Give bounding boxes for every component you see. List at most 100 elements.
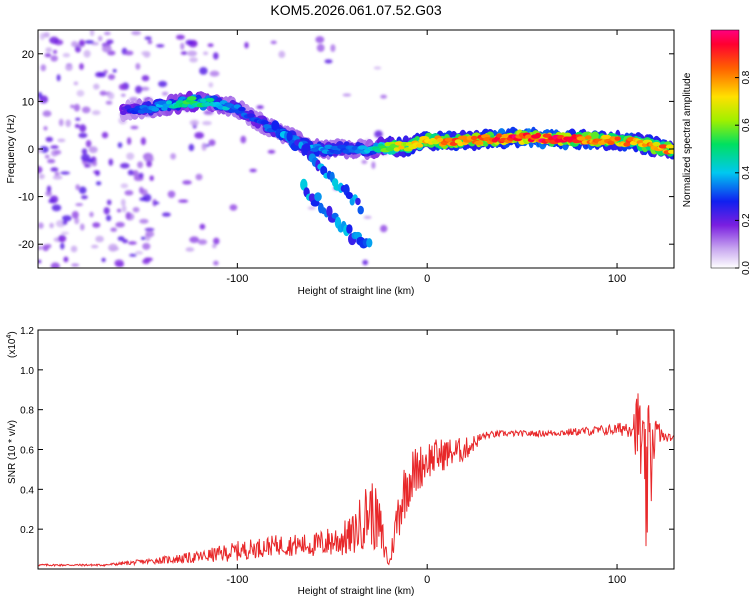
noise-blob (52, 49, 58, 54)
snr-y-multiplier-open: (x10 (7, 338, 18, 358)
ridge-cell (124, 105, 132, 110)
spectrogram-y-label: Frequency (Hz) (6, 115, 17, 184)
noise-blob (49, 36, 59, 44)
noise-blob (126, 152, 135, 160)
branch-cell (346, 224, 353, 234)
noise-blob (62, 53, 71, 58)
noise-blob (105, 100, 113, 105)
noise-blob (142, 258, 151, 265)
noise-blob (112, 69, 117, 73)
noise-blob (213, 260, 219, 266)
ridge-cell (166, 100, 172, 105)
noise-blob (74, 217, 80, 225)
snr-panel: -100 0 100 0.2 0.4 0.6 0.8 1.0 1.2 (x104) Heigh… (6, 326, 675, 597)
ridge-cell (238, 106, 246, 112)
snr-y-multiplier: (x104) (6, 331, 18, 358)
noise-blob (38, 246, 42, 250)
noise-blob (156, 44, 165, 48)
noise-blob (129, 253, 137, 257)
noise-blob (43, 126, 48, 131)
noise-blob (207, 43, 214, 47)
ridge-cell (436, 137, 444, 143)
noise-blob (208, 82, 214, 88)
noise-blob (244, 42, 249, 49)
noise-blob (73, 103, 81, 112)
noise-blob (75, 203, 83, 207)
branch-cell (366, 238, 373, 248)
noise-blob (135, 63, 141, 70)
noise-blob (107, 92, 115, 100)
noise-blob (38, 222, 44, 229)
noise-blob (91, 244, 99, 249)
noise-blob (103, 31, 111, 36)
snr-x-ticks: -100 0 100 (226, 330, 626, 586)
noise-blob (79, 124, 87, 133)
ridge-cell (205, 97, 215, 103)
spectrogram-marks (38, 30, 674, 268)
ridge-cell (416, 143, 424, 148)
noise-blob (89, 211, 94, 218)
noise-blob (132, 207, 140, 213)
noise-blob (176, 34, 185, 40)
x-tick-label: -100 (226, 273, 248, 285)
branch-cell (320, 165, 328, 176)
noise-blob (141, 75, 150, 82)
colorbar-label: Normalized spectral amplitude (682, 72, 693, 207)
noise-blob (91, 110, 101, 116)
noise-blob (78, 132, 88, 138)
noise-blob (60, 242, 65, 250)
noise-blob (38, 148, 43, 153)
ridge-cell (357, 145, 368, 150)
noise-blob (62, 220, 68, 225)
noise-blob (127, 169, 134, 176)
noise-blob (124, 190, 134, 196)
noise-blob (182, 180, 192, 185)
noise-blob (199, 67, 208, 75)
noise-blob (84, 40, 95, 44)
noise-blob (99, 90, 107, 96)
noise-blob (139, 218, 149, 224)
ridge-cell (576, 136, 587, 141)
noise-blob (44, 53, 52, 58)
noise-blob (50, 262, 60, 268)
noise-blob (38, 259, 42, 264)
noise-blob (42, 110, 52, 117)
ridge-cell (601, 134, 612, 140)
spectrogram-y-ticks: -20 -10 0 10 20 (18, 49, 674, 251)
noise-blob (189, 236, 200, 243)
y-tick-label: 0.6 (20, 446, 34, 457)
noise-blob (81, 148, 88, 155)
y-tick-label: 20 (22, 49, 34, 61)
ridge-cell (204, 102, 211, 107)
noise-blob (249, 168, 257, 173)
noise-blob (140, 86, 150, 91)
noise-blob (185, 39, 194, 46)
noise-blob (380, 224, 388, 233)
noise-blob (147, 39, 153, 45)
noise-blob (116, 208, 122, 213)
ridge-cell (474, 140, 484, 146)
noise-blob (46, 185, 52, 193)
x-tick-label: 0 (424, 273, 430, 285)
branch-cell (314, 192, 322, 202)
noise-blob (267, 149, 276, 154)
noise-blob (45, 136, 53, 142)
noise-blob (76, 90, 85, 97)
noise-blob (203, 51, 209, 56)
branch-cell (310, 199, 320, 207)
noise-blob (115, 262, 124, 268)
noise-blob (161, 91, 169, 96)
noise-blob (61, 215, 72, 222)
noise-blob (131, 30, 142, 36)
noise-blob (134, 250, 144, 255)
noise-blob (95, 181, 102, 186)
noise-blob (48, 199, 56, 204)
ridge-cell (584, 135, 592, 140)
noise-blob (229, 204, 238, 211)
noise-blob (380, 94, 387, 99)
snr-series-line (38, 393, 674, 568)
noise-blob (195, 173, 203, 181)
noise-blob (180, 51, 188, 55)
noise-blob (70, 104, 75, 109)
